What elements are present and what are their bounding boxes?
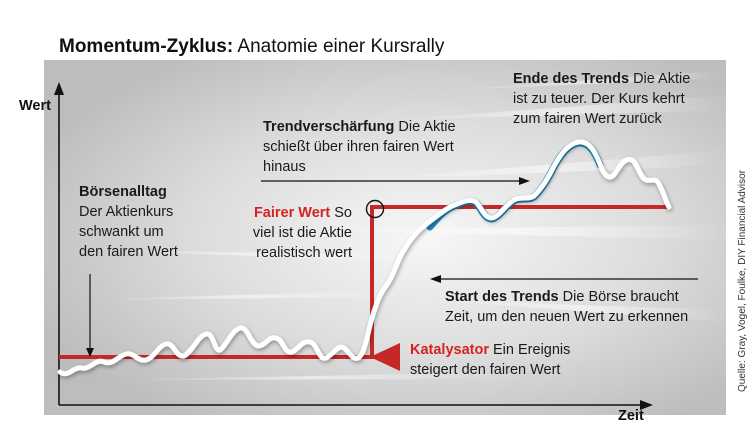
y-axis-label: Wert [19,98,51,114]
price-path [57,139,672,377]
trendverschaerfung-pointer [261,177,530,185]
trendverschaerfung-line2: schießt über ihren fairen Wert [263,139,454,155]
x-axis-label: Zeit [618,408,644,421]
annotation-start-des-trends: Start des Trends Die Börse braucht Zeit,… [445,287,688,327]
trendverschaerfung-line1-rest: Die Aktie [394,119,456,135]
annotation-ende-des-trends: Ende des Trends Die Aktie ist zu teuer. … [513,69,690,129]
boersenalltag-line1: Der Aktienkurs [79,204,174,220]
annotation-fairer-wert: Fairer Wert So viel ist die Aktie realis… [222,203,352,263]
fairer-wert-line3: realistisch wert [256,245,352,261]
boersenalltag-heading: Börsenalltag [79,184,167,200]
y-axis-arrowhead [54,82,64,95]
title-regular: Anatomie einer Kursrally [233,36,445,57]
katalysator-line1-rest: Ein Ereignis [488,342,571,358]
ende-des-trends-line3: zum fairen Wert zurück [513,111,662,127]
start-des-trends-heading: Start des Trends [445,289,559,305]
boersenalltag-pointer [86,274,94,357]
source-credit: Quelle: Gray, Vogel, Foulke, DIY Financi… [737,170,748,392]
annotation-katalysator: Katalysator Ein Ereignis steigert den fa… [410,340,570,380]
x-axis-arrowhead [640,400,653,410]
annotation-boersenalltag: Börsenalltag Der Aktienkurs schwankt um … [79,182,178,262]
trendverschaerfung-heading: Trendverschärfung [263,119,395,135]
fairer-wert-line1-rest: So [330,205,352,221]
start-des-trends-pointer [430,275,698,283]
fair-value-jump-marker [365,199,385,219]
fairer-wert-line2: viel ist die Aktie [252,225,352,241]
annotation-trendverschaerfung: Trendverschärfung Die Aktie schießt über… [263,117,456,177]
boersenalltag-line2: schwankt um [79,224,164,240]
ende-des-trends-line1-rest: Die Aktie [629,71,691,87]
ende-des-trends-heading: Ende des Trends [513,71,630,87]
light-streaks [80,70,730,380]
title-bold: Momentum-Zyklus: [59,36,234,57]
boersenalltag-line3: den fairen Wert [79,244,178,260]
trendverschaerfung-line3: hinaus [263,159,306,175]
diagram-title: Momentum-Zyklus: Anatomie einer Kursrall… [59,36,444,58]
start-des-trends-line2: Zeit, um den neuen Wert zu erkennen [445,309,689,325]
catalyst-triangle-icon [370,343,400,371]
katalysator-line2: steigert den fairen Wert [410,362,561,378]
fairer-wert-heading: Fairer Wert [253,205,331,221]
katalysator-heading: Katalysator [410,342,489,358]
ende-des-trends-line2: ist zu teuer. Der Kurs kehrt [513,91,685,107]
fair-value-line [59,205,669,359]
start-des-trends-line1-rest: Die Börse braucht [558,289,679,305]
